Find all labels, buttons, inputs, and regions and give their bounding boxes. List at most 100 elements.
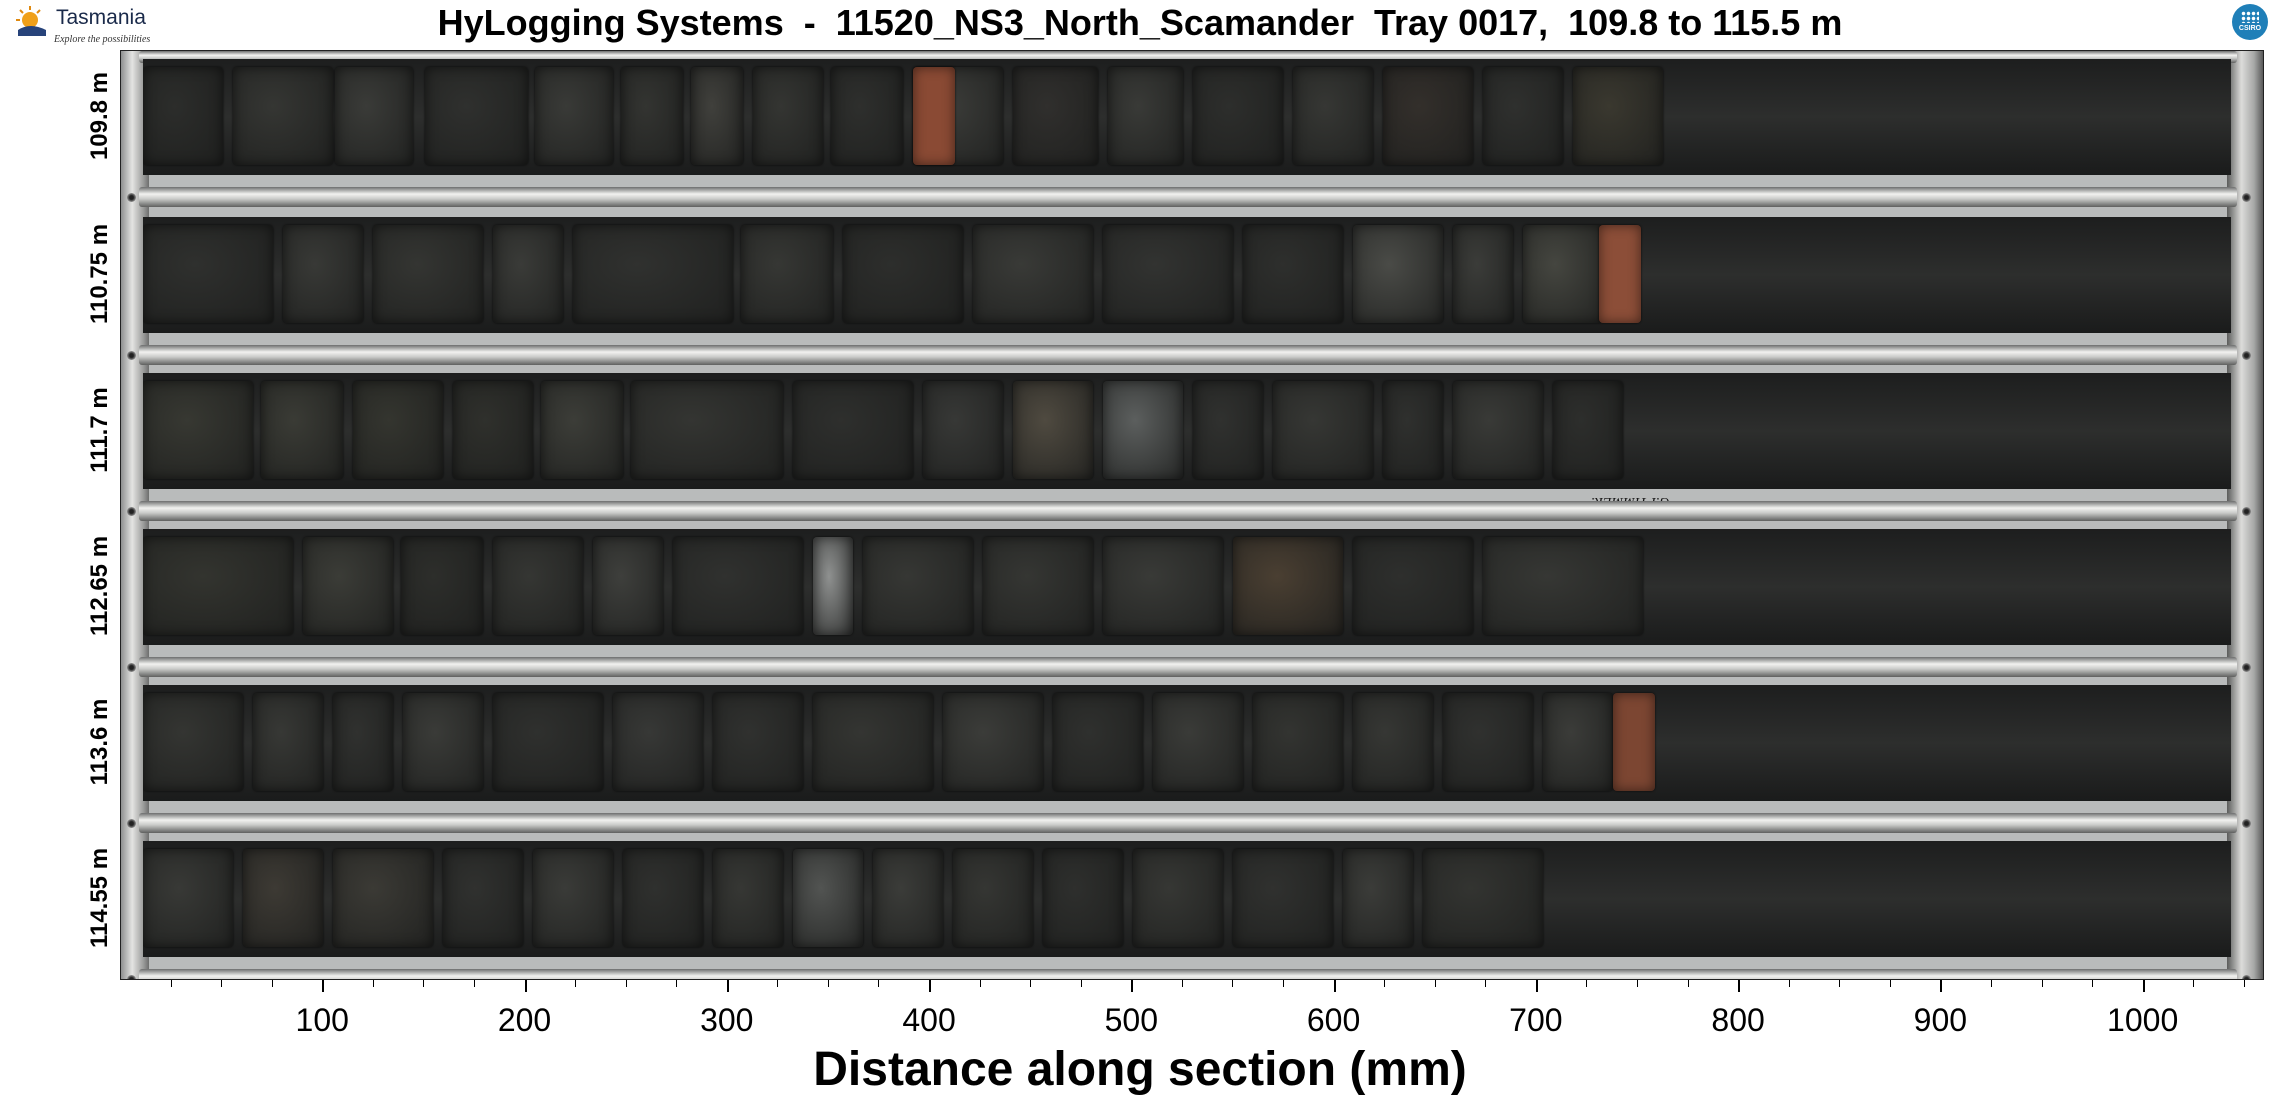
core-piece <box>333 693 393 791</box>
core-piece <box>623 849 703 947</box>
x-major-tick <box>322 980 325 992</box>
x-minor-tick <box>575 980 577 987</box>
x-major-tick <box>524 980 527 992</box>
x-minor-tick <box>1889 980 1891 987</box>
core-piece <box>283 225 363 323</box>
x-major-tick <box>1333 980 1336 992</box>
x-minor-tick <box>170 980 172 987</box>
core-row <box>143 841 2231 957</box>
core-row <box>143 373 2231 489</box>
core-piece <box>1103 537 1223 635</box>
core-piece <box>813 537 853 635</box>
core-piece <box>1443 693 1533 791</box>
core-piece <box>1193 381 1263 479</box>
core-piece <box>1053 693 1143 791</box>
csiro-logo-label: CSIRO <box>2238 25 2262 32</box>
core-tray-image: G.PTIMMER. P25-120. <box>120 50 2264 980</box>
core-piece <box>535 67 613 165</box>
core-piece <box>1353 693 1433 791</box>
x-minor-tick <box>1839 980 1841 987</box>
core-piece <box>261 381 343 479</box>
x-minor-tick <box>1181 980 1183 987</box>
core-piece <box>983 537 1093 635</box>
core-piece <box>1133 849 1223 947</box>
core-piece <box>1013 381 1093 479</box>
core-piece <box>453 381 533 479</box>
x-minor-tick <box>372 980 374 987</box>
x-minor-tick <box>1485 980 1487 987</box>
core-piece <box>631 381 783 479</box>
core-piece <box>1273 381 1373 479</box>
x-tick-label: 900 <box>1913 1002 1968 1038</box>
core-piece <box>493 225 563 323</box>
tray-rail <box>139 813 2237 833</box>
core-piece <box>333 849 433 947</box>
core-piece <box>401 537 483 635</box>
core-piece <box>863 537 973 635</box>
core-piece <box>573 225 733 323</box>
x-minor-tick <box>676 980 678 987</box>
core-piece <box>143 225 273 323</box>
csiro-logo: CSIRO <box>2232 4 2268 40</box>
x-minor-tick <box>1384 980 1386 987</box>
x-minor-tick <box>423 980 425 987</box>
core-piece <box>593 537 663 635</box>
x-minor-tick <box>1030 980 1032 987</box>
page-title: HyLogging Systems - 11520_NS3_North_Scam… <box>437 2 1843 43</box>
x-minor-tick <box>979 980 981 987</box>
core-piece <box>303 537 393 635</box>
depth-label-text: 112.65 m <box>86 535 113 637</box>
core-piece <box>143 693 243 791</box>
core-piece <box>691 67 743 165</box>
rivet-icon <box>2242 975 2251 979</box>
core-piece <box>493 693 603 791</box>
core-piece <box>753 67 823 165</box>
x-minor-tick <box>827 980 829 987</box>
x-minor-tick <box>878 980 880 987</box>
x-minor-tick <box>271 980 273 987</box>
x-axis-label: Distance along section (mm) <box>813 1043 1467 1096</box>
core-piece <box>1293 67 1373 165</box>
core-row <box>143 59 2231 175</box>
core-piece <box>1523 225 1603 323</box>
core-piece <box>143 537 293 635</box>
core-piece <box>673 537 803 635</box>
core-piece <box>973 225 1093 323</box>
x-minor-tick <box>221 980 223 987</box>
x-axis: 100 200 300 400 500 600 700 800 900 1000 <box>120 980 2264 1040</box>
x-minor-tick <box>1232 980 1234 987</box>
rivet-icon <box>2242 819 2251 828</box>
x-minor-tick <box>2193 980 2195 987</box>
rivet-icon <box>2242 193 2251 202</box>
core-piece <box>1483 537 1643 635</box>
core-piece <box>813 693 933 791</box>
core-piece <box>1193 67 1283 165</box>
x-minor-tick <box>1080 980 1082 987</box>
depth-marker-block <box>1599 225 1641 323</box>
core-piece <box>1343 849 1413 947</box>
core-piece <box>713 849 783 947</box>
x-tick-label: 1000 <box>2107 1002 2179 1038</box>
core-piece <box>1153 693 1243 791</box>
core-piece <box>1103 225 1233 323</box>
core-piece <box>793 381 913 479</box>
core-piece <box>1573 67 1663 165</box>
core-piece <box>1233 849 1333 947</box>
tasmania-sun-icon <box>16 6 46 36</box>
x-tick-label: 700 <box>1509 1002 1563 1038</box>
tasmania-logo-word: Tasmania <box>56 6 146 29</box>
core-piece <box>353 381 443 479</box>
x-major-tick <box>1940 980 1943 992</box>
core-piece <box>793 849 863 947</box>
x-tick-label: 200 <box>497 1002 552 1038</box>
core-piece <box>373 225 483 323</box>
x-minor-tick <box>2092 980 2094 987</box>
core-piece <box>1383 67 1473 165</box>
x-tick-label: 500 <box>1104 1002 1159 1038</box>
core-piece <box>1423 849 1543 947</box>
x-tick-label: 800 <box>1711 1002 1765 1038</box>
rivet-icon <box>127 819 136 828</box>
core-piece <box>741 225 833 323</box>
rivet-icon <box>127 351 136 360</box>
core-piece <box>1453 381 1543 479</box>
